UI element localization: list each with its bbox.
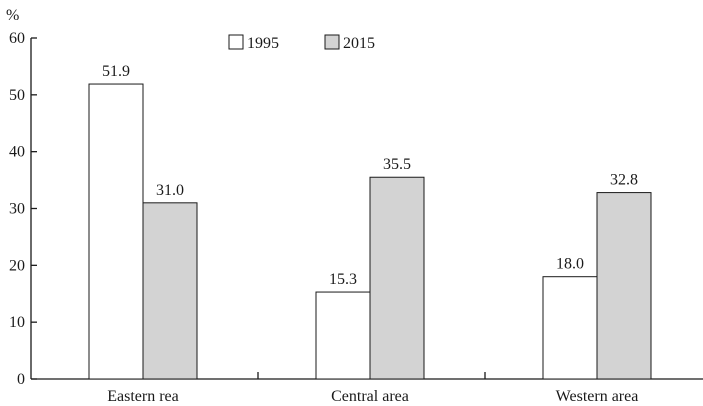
y-tick-label: 50 [9,87,25,104]
bar-1995-2 [542,276,598,380]
data-label: 51.9 [102,63,130,80]
data-label: 35.5 [383,156,411,173]
x-category-label: Eastern rea [107,388,179,405]
data-label: 18.0 [556,256,584,273]
y-tick-label: 10 [9,314,25,331]
bar-2015-2 [596,192,652,380]
bar-1995-1 [315,291,371,380]
y-tick-label: 0 [17,371,25,388]
y-tick-label: 40 [9,144,25,161]
legend-label: 1995 [247,35,279,52]
x-category-label: Western area [556,388,639,405]
bar-1995-0 [88,83,144,380]
data-label: 15.3 [329,271,357,288]
x-category-label: Central area [331,388,409,405]
y-tick-label: 30 [9,201,25,218]
y-axis-unit-label: % [6,7,19,24]
data-label: 31.0 [156,182,184,199]
data-labels: 51.9 15.3 18.0 31.0 35.5 32.8 [102,63,638,288]
axes: 0 10 20 30 40 50 60 Eastern rea Central area West… [9,30,703,405]
legend-swatch-2015 [324,34,340,50]
legend-swatch-1995 [228,34,244,50]
bar-2015-1 [369,176,425,380]
legend-label: 2015 [343,35,375,52]
legend: 1995 2015 [228,34,375,52]
y-tick-label: 60 [9,30,25,47]
bar-2015-0 [142,202,198,380]
y-tick-label: 20 [9,257,25,274]
bars [88,83,652,380]
data-label: 32.8 [610,172,638,189]
